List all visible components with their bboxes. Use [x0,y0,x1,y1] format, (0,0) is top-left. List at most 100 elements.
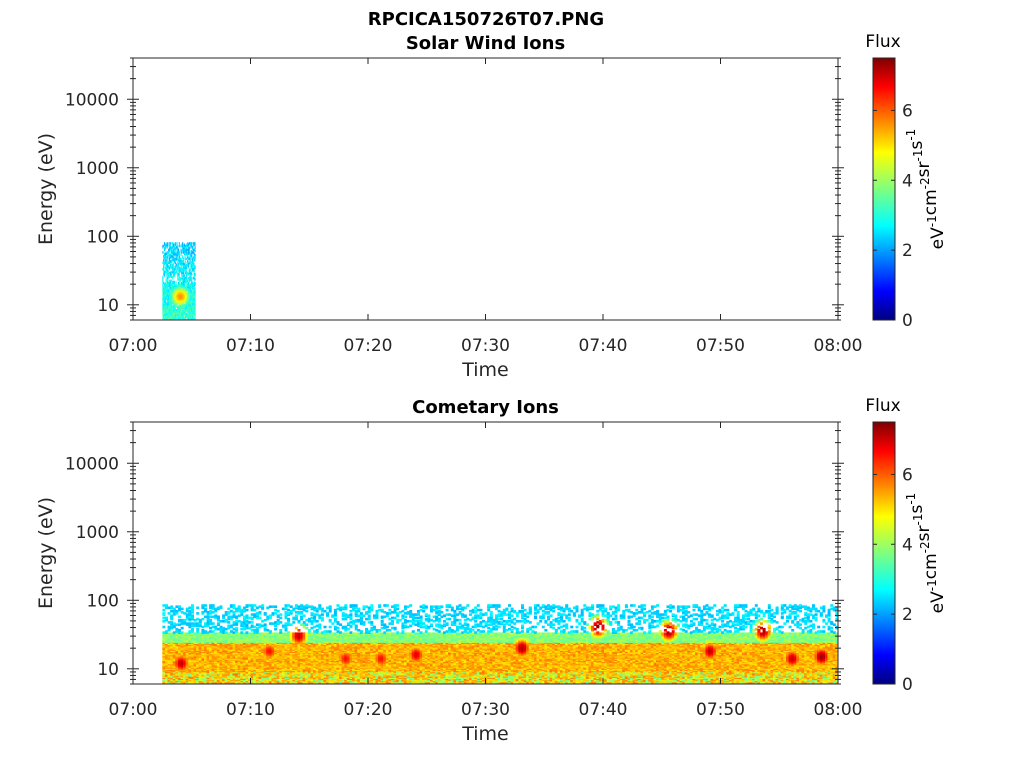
flux-cell [188,298,190,302]
colorbar-unit: eV-1cm-2sr-1s-1 [904,129,948,250]
flux-cell [172,300,174,303]
flux-cell [182,292,184,295]
flux-cell [187,298,189,302]
flux-cell [188,279,190,282]
flux-cell [192,298,194,302]
x-tick-label: 07:20 [344,336,393,356]
flux-cell [182,260,184,263]
flux-cell [179,269,181,272]
flux-cell [172,296,174,299]
flux-cell [167,292,169,295]
flux-cell [176,255,178,258]
flux-cell [180,312,182,316]
flux-cell [183,285,185,289]
flux-cell [191,246,193,249]
flux-cell [182,298,184,302]
flux-cell [194,303,196,307]
flux-cell [178,287,180,290]
flux-cell [187,288,189,291]
flux-cell [189,285,191,289]
flux-cell [164,248,166,252]
flux-cell [183,249,185,253]
flux-cell [164,309,166,312]
flux-cell [187,303,189,307]
flux-cell [178,302,180,306]
flux-cell [193,285,195,289]
flux-cell [167,300,169,303]
flux-cell [172,607,176,611]
flux-cell [176,258,178,262]
flux-cell [189,294,191,298]
flux-cell [192,257,194,261]
flux-cell [250,604,254,607]
flux-cell [180,292,182,295]
panel-title: Solar Wind Ions [406,33,565,54]
flux-cell [169,292,171,295]
flux-cell [170,246,172,249]
flux-cell [171,293,173,297]
flux-cell [163,244,165,248]
flux-cell [177,306,179,309]
flux-cell [227,611,231,614]
flux-cell [183,291,185,294]
flux-cell [184,253,186,257]
flux-cell [250,632,254,635]
flux-cell [167,288,169,291]
flux-cell [188,287,190,290]
flux-cell [162,315,164,318]
flux-cell [193,303,195,307]
flux-cell [174,292,176,295]
flux-cell [261,604,265,607]
flux-cell [198,618,202,622]
flux-cell [180,626,184,630]
flux-cell [194,283,196,286]
flux-cell [320,607,324,611]
flux-cell [165,307,167,311]
flux-cell [175,305,177,308]
flux-cell [169,283,171,286]
flux-cell [169,305,171,308]
flux-cell [167,260,169,263]
flux-cell [177,261,179,264]
y-tick-label: 10000 [65,90,119,110]
flux-cell [186,298,188,302]
flux-cell [178,296,180,299]
flux-cell [310,605,314,608]
flux-cell [163,312,165,316]
flux-cell [171,303,173,307]
flux-cell [300,623,304,626]
flux-cell [240,627,244,631]
flux-cell [182,305,184,308]
flux-cell [178,273,180,276]
flux-cell [173,258,175,262]
flux-cell [174,287,176,290]
flux-cell [169,264,171,267]
flux-cell [173,311,175,315]
flux-cell [174,318,176,320]
flux-cell [176,298,178,302]
flux-cell [164,246,166,249]
flux-cell [173,301,175,304]
flux-cell [313,608,317,612]
flux-cell [173,294,175,298]
flux-cell [168,298,170,302]
flux-cell [187,293,189,297]
flux-cell [183,309,185,312]
flux-cell [163,266,165,270]
flux-cell [171,258,173,262]
flux-cell [164,285,166,289]
flux-cell [185,316,187,320]
flux-cell [192,264,194,267]
x-tick-label: 07:30 [461,336,510,356]
flux-cell [190,309,192,312]
flux-cell [178,262,180,266]
flux-cell [163,264,165,267]
flux-cell [182,303,184,307]
flux-cell [165,264,167,267]
flux-cell [313,625,317,629]
flux-cell [313,613,317,616]
flux-cell [186,273,188,276]
flux-cell [162,296,164,299]
flux-cell [182,315,184,318]
flux-cell [170,279,172,282]
